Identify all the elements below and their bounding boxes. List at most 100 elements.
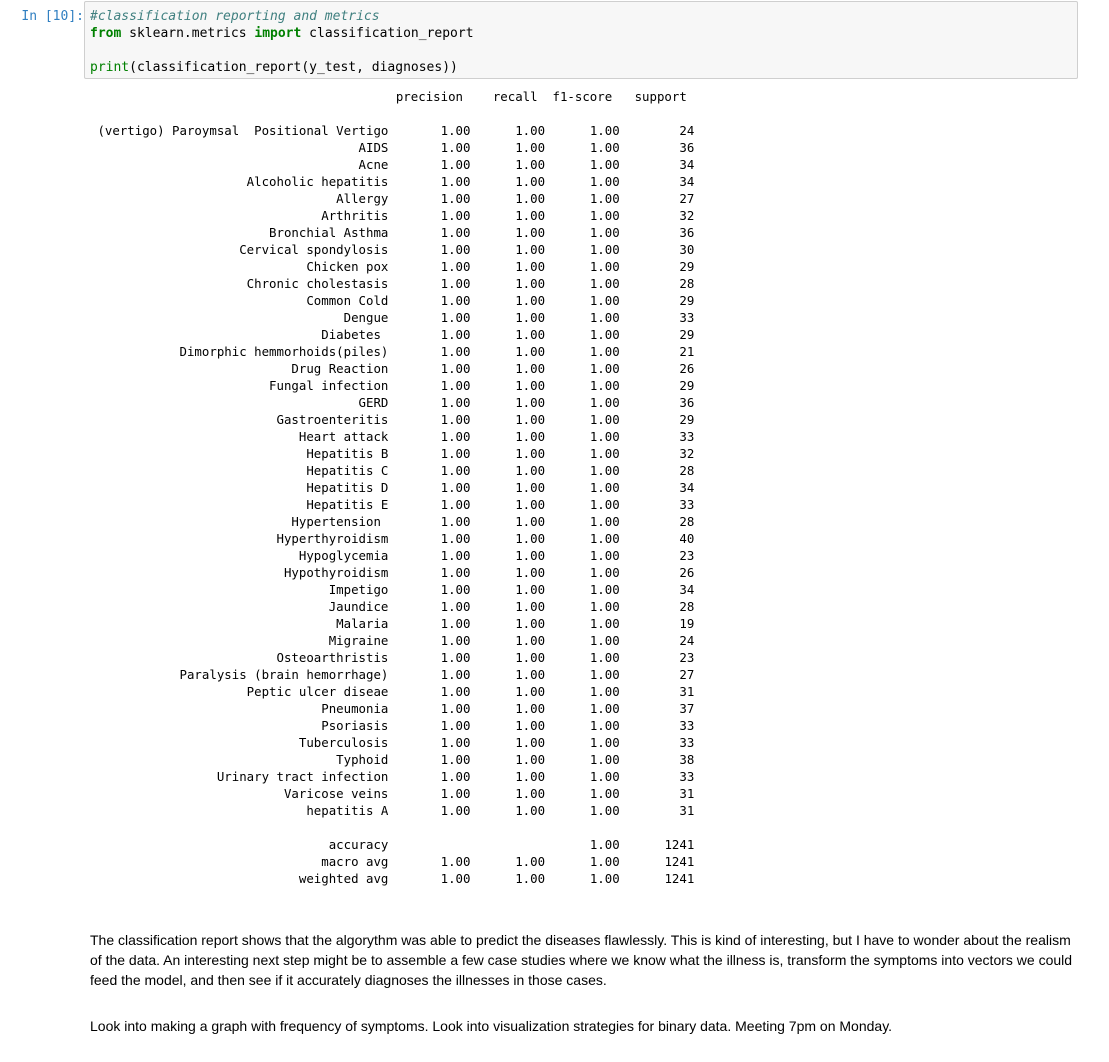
report-support-cell: 34 (619, 157, 695, 172)
code-imported-name: classification_report (301, 26, 474, 41)
report-f1-cell: 1.00 (545, 191, 620, 206)
report-row: Alcoholic hepatitis 1.00 1.00 1.00 34 (90, 173, 1090, 190)
report-label-cell: Malaria (90, 616, 389, 631)
report-f1-cell: 1.00 (545, 310, 620, 325)
report-recall-cell: 1.00 (470, 786, 546, 801)
report-f1-cell: 1.00 (545, 684, 620, 699)
report-support-cell: 27 (619, 667, 695, 682)
report-precision-cell: 1.00 (388, 344, 471, 359)
report-label-cell: Alcoholic hepatitis (90, 174, 389, 189)
report-row: Psoriasis 1.00 1.00 1.00 33 (90, 717, 1090, 734)
code-module: sklearn.metrics (121, 26, 255, 41)
report-label-cell: Impetigo (90, 582, 389, 597)
report-f1-cell: 1.00 (545, 667, 620, 682)
report-recall-cell: 1.00 (470, 429, 546, 444)
report-recall-cell: 1.00 (470, 327, 546, 342)
report-label-cell: Gastroenteritis (90, 412, 389, 427)
report-blank-line (90, 105, 1090, 122)
report-precision-cell: 1.00 (388, 327, 471, 342)
code-line: from sklearn.metrics import classificati… (90, 25, 1072, 42)
keyword-from: from (90, 26, 122, 41)
report-recall-cell: 1.00 (470, 548, 546, 563)
report-support-cell: 33 (619, 497, 695, 512)
markdown-paragraph: Look into making a graph with frequency … (90, 1018, 893, 1034)
report-label-cell: Paralysis (brain hemorrhage) (90, 667, 389, 682)
report-row: Bronchial Asthma 1.00 1.00 1.00 36 (90, 224, 1090, 241)
report-precision-cell: 1.00 (388, 293, 471, 308)
report-recall-cell: 1.00 (470, 735, 546, 750)
report-support-cell: 33 (619, 769, 695, 784)
report-precision-cell: 1.00 (388, 225, 471, 240)
report-recall-cell: 1.00 (470, 480, 546, 495)
report-precision-cell: 1.00 (388, 310, 471, 325)
report-f1-cell: 1.00 (545, 633, 620, 648)
report-support-cell: 32 (619, 208, 695, 223)
report-row: Allergy 1.00 1.00 1.00 27 (90, 190, 1090, 207)
code-cell-input[interactable]: #classification reporting and metrics fr… (84, 1, 1078, 79)
report-precision-cell: 1.00 (388, 174, 471, 189)
report-support-cell: 29 (619, 378, 695, 393)
report-recall-cell (470, 837, 545, 852)
report-label-cell: Hypoglycemia (90, 548, 389, 563)
report-f1-cell: 1.00 (545, 565, 620, 580)
code-line-blank (90, 42, 1072, 59)
code-line: print(classification_report(y_test, diag… (90, 59, 1072, 76)
report-label-cell: Hepatitis B (90, 446, 389, 461)
report-label-cell: Hepatitis E (90, 497, 389, 512)
report-row: Osteoarthristis 1.00 1.00 1.00 23 (90, 649, 1090, 666)
report-f1-cell: 1.00 (545, 361, 620, 376)
report-support-cell: 1241 (619, 837, 695, 852)
report-row: Arthritis 1.00 1.00 1.00 32 (90, 207, 1090, 224)
report-f1-cell: 1.00 (545, 650, 620, 665)
report-precision-cell: 1.00 (388, 871, 471, 886)
report-support-cell: 33 (619, 735, 695, 750)
report-label-cell: macro avg (90, 854, 389, 869)
report-recall-cell: 1.00 (470, 616, 546, 631)
report-row: Hepatitis D 1.00 1.00 1.00 34 (90, 479, 1090, 496)
report-precision-cell: 1.00 (388, 140, 471, 155)
report-support-cell: 29 (619, 412, 695, 427)
report-row: Malaria 1.00 1.00 1.00 19 (90, 615, 1090, 632)
report-support-cell: 36 (619, 225, 695, 240)
report-row: Varicose veins 1.00 1.00 1.00 31 (90, 785, 1090, 802)
report-support-cell: 28 (619, 276, 695, 291)
report-f1-cell: 1.00 (545, 174, 620, 189)
report-precision-cell: 1.00 (388, 769, 471, 784)
report-label-cell: hepatitis A (90, 803, 389, 818)
report-label-cell: Dimorphic hemmorhoids(piles) (90, 344, 389, 359)
report-label-cell: Hyperthyroidism (90, 531, 389, 546)
report-row: (vertigo) Paroymsal Positional Vertigo 1… (90, 122, 1090, 139)
report-f1-cell: 1.00 (545, 157, 620, 172)
report-label-cell: Psoriasis (90, 718, 389, 733)
report-recall-cell: 1.00 (470, 701, 546, 716)
report-f1-cell: 1.00 (545, 259, 620, 274)
report-support-cell: 34 (619, 480, 695, 495)
report-support-cell: 33 (619, 718, 695, 733)
report-recall-cell: 1.00 (470, 599, 546, 614)
report-support-cell: 31 (619, 786, 695, 801)
report-f1-cell: 1.00 (545, 140, 620, 155)
report-recall-cell: 1.00 (470, 565, 546, 580)
report-f1-cell: 1.00 (545, 276, 620, 291)
report-f1-cell: 1.00 (545, 225, 620, 240)
report-label-cell: Peptic ulcer diseae (90, 684, 389, 699)
report-blank-line (90, 819, 1090, 836)
report-recall-cell: 1.00 (470, 514, 546, 529)
report-support-cell: 29 (619, 293, 695, 308)
report-recall-cell: 1.00 (470, 412, 546, 427)
report-f1-cell: 1.00 (545, 446, 620, 461)
report-f1-cell: 1.00 (545, 837, 620, 852)
code-line: #classification reporting and metrics (90, 8, 1072, 25)
report-label-cell: Pneumonia (90, 701, 389, 716)
report-precision-cell: 1.00 (388, 378, 471, 393)
report-recall-cell: 1.00 (470, 446, 546, 461)
report-support-cell: 21 (619, 344, 695, 359)
report-f1-cell: 1.00 (545, 395, 620, 410)
report-precision-cell: 1.00 (388, 514, 471, 529)
report-precision-cell: 1.00 (388, 191, 471, 206)
report-recall-cell: 1.00 (470, 293, 546, 308)
report-support-cell: 30 (619, 242, 695, 257)
report-row: Jaundice 1.00 1.00 1.00 28 (90, 598, 1090, 615)
report-precision-cell: 1.00 (388, 735, 471, 750)
report-recall-cell: 1.00 (470, 463, 546, 478)
